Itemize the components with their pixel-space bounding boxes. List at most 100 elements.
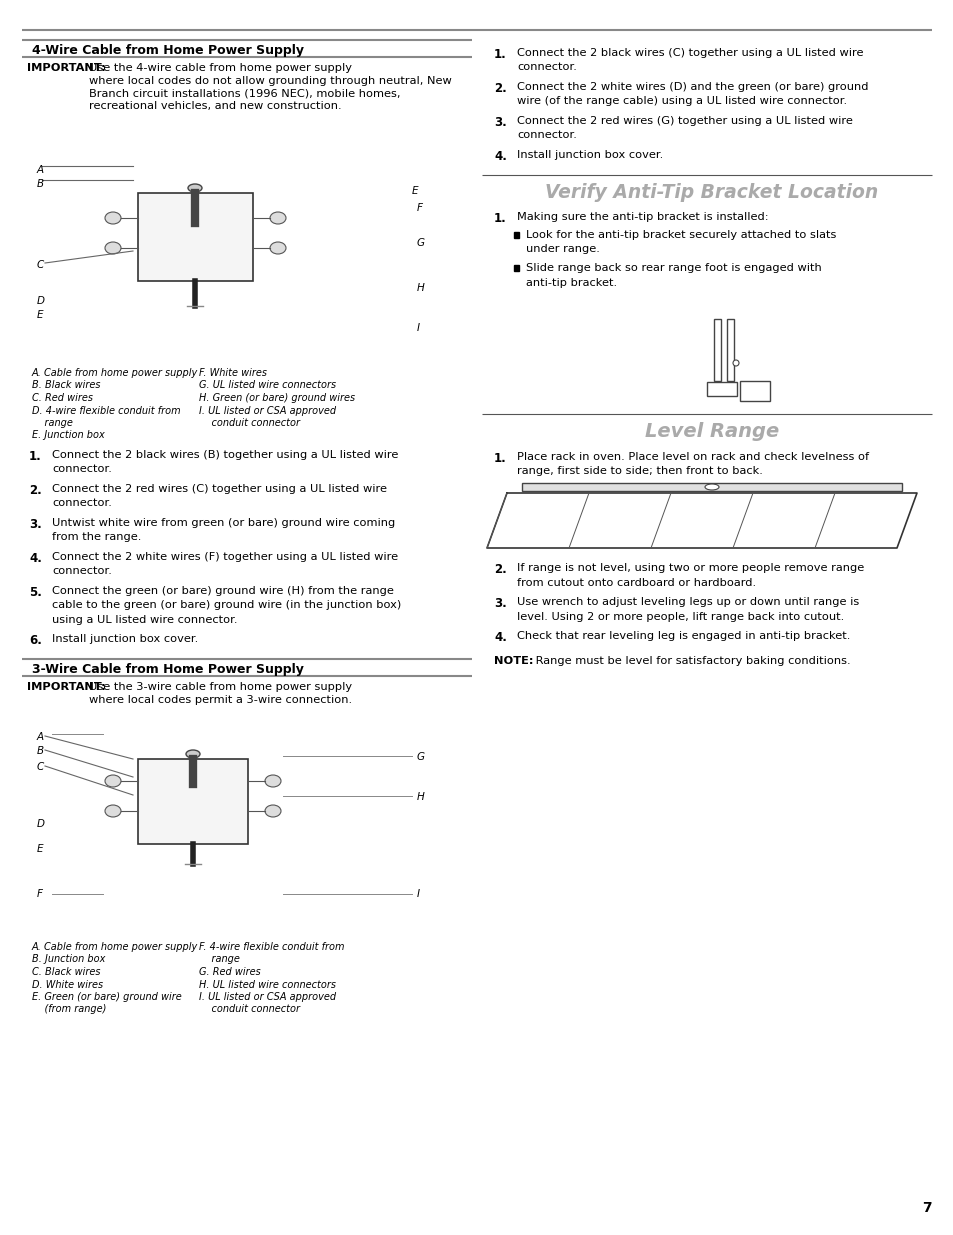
Text: 4.: 4. xyxy=(494,149,506,163)
Text: E: E xyxy=(37,310,44,320)
Text: Install junction box cover.: Install junction box cover. xyxy=(52,635,198,645)
Text: H: H xyxy=(416,283,424,293)
Ellipse shape xyxy=(270,212,286,224)
Text: connector.: connector. xyxy=(52,464,112,474)
Text: I: I xyxy=(416,889,419,899)
Text: Look for the anti-tip bracket securely attached to slats: Look for the anti-tip bracket securely a… xyxy=(525,230,836,240)
Text: F: F xyxy=(37,889,43,899)
Text: connector.: connector. xyxy=(52,499,112,509)
Ellipse shape xyxy=(704,484,719,490)
Text: E: E xyxy=(412,186,418,196)
Text: C: C xyxy=(37,762,44,772)
Text: E: E xyxy=(37,844,44,853)
Text: Connect the 2 white wires (D) and the green (or bare) ground: Connect the 2 white wires (D) and the gr… xyxy=(517,82,867,91)
Bar xyxy=(514,232,519,237)
Text: 4.: 4. xyxy=(29,552,42,564)
Text: 2.: 2. xyxy=(29,484,42,496)
Text: E. Junction box: E. Junction box xyxy=(32,431,105,441)
Text: G. Red wires: G. Red wires xyxy=(199,967,260,977)
Text: Connect the green (or bare) ground wire (H) from the range: Connect the green (or bare) ground wire … xyxy=(52,585,394,597)
Text: Place rack in oven. Place level on rack and check levelness of: Place rack in oven. Place level on rack … xyxy=(517,452,868,462)
Text: G. UL listed wire connectors: G. UL listed wire connectors xyxy=(199,380,335,390)
Bar xyxy=(514,266,519,270)
Text: Verify Anti-Tip Bracket Location: Verify Anti-Tip Bracket Location xyxy=(545,183,878,201)
Text: connector.: connector. xyxy=(517,63,577,73)
Text: Use the 3-wire cable from home power supply
where local codes permit a 3-wire co: Use the 3-wire cable from home power sup… xyxy=(89,682,352,705)
Text: H. UL listed wire connectors: H. UL listed wire connectors xyxy=(199,979,335,989)
Text: (from range): (from range) xyxy=(32,1004,107,1014)
Ellipse shape xyxy=(188,184,202,191)
Text: IMPORTANT:: IMPORTANT: xyxy=(27,682,106,692)
Text: D: D xyxy=(37,296,45,306)
Text: 7: 7 xyxy=(922,1200,931,1215)
FancyBboxPatch shape xyxy=(706,382,737,396)
Text: 4-Wire Cable from Home Power Supply: 4-Wire Cable from Home Power Supply xyxy=(32,44,304,57)
Text: 5.: 5. xyxy=(29,585,42,599)
Text: 6.: 6. xyxy=(29,635,42,647)
Text: cable to the green (or bare) ground wire (in the junction box): cable to the green (or bare) ground wire… xyxy=(52,600,401,610)
Text: 3.: 3. xyxy=(29,517,42,531)
FancyBboxPatch shape xyxy=(726,319,733,382)
Text: 3.: 3. xyxy=(494,116,506,128)
Text: connector.: connector. xyxy=(52,567,112,577)
FancyBboxPatch shape xyxy=(521,483,901,492)
Text: G: G xyxy=(416,238,424,248)
Text: 2.: 2. xyxy=(494,563,506,576)
Text: I. UL listed or CSA approved: I. UL listed or CSA approved xyxy=(199,405,335,415)
Text: Level Range: Level Range xyxy=(644,422,779,441)
Text: conduit connector: conduit connector xyxy=(199,417,299,429)
Text: under range.: under range. xyxy=(525,245,599,254)
Text: using a UL listed wire connector.: using a UL listed wire connector. xyxy=(52,615,237,625)
Text: A: A xyxy=(37,732,44,742)
Text: 1.: 1. xyxy=(494,452,506,466)
Text: 1.: 1. xyxy=(29,450,42,463)
Ellipse shape xyxy=(105,212,121,224)
Text: range: range xyxy=(199,955,239,965)
Text: Connect the 2 black wires (C) together using a UL listed wire: Connect the 2 black wires (C) together u… xyxy=(517,48,862,58)
Text: F. White wires: F. White wires xyxy=(199,368,267,378)
Text: D: D xyxy=(37,819,45,829)
Text: If range is not level, using two or more people remove range: If range is not level, using two or more… xyxy=(517,563,863,573)
Text: D. 4-wire flexible conduit from: D. 4-wire flexible conduit from xyxy=(32,405,180,415)
Text: A. Cable from home power supply: A. Cable from home power supply xyxy=(32,368,198,378)
Text: Range must be level for satisfactory baking conditions.: Range must be level for satisfactory bak… xyxy=(532,656,850,666)
Text: F: F xyxy=(416,203,422,212)
Text: 3-Wire Cable from Home Power Supply: 3-Wire Cable from Home Power Supply xyxy=(32,663,304,676)
Text: I: I xyxy=(416,324,419,333)
Ellipse shape xyxy=(105,805,121,818)
Ellipse shape xyxy=(732,359,739,366)
Text: level. Using 2 or more people, lift range back into cutout.: level. Using 2 or more people, lift rang… xyxy=(517,611,843,621)
Text: C. Black wires: C. Black wires xyxy=(32,967,100,977)
Text: NOTE:: NOTE: xyxy=(494,656,533,666)
Text: A: A xyxy=(37,165,44,175)
Ellipse shape xyxy=(105,242,121,254)
Text: B: B xyxy=(37,179,44,189)
Text: Check that rear leveling leg is engaged in anti-tip bracket.: Check that rear leveling leg is engaged … xyxy=(517,631,849,641)
Text: H. Green (or bare) ground wires: H. Green (or bare) ground wires xyxy=(199,393,355,403)
Text: 3.: 3. xyxy=(494,597,506,610)
Text: H: H xyxy=(416,792,424,802)
Text: Connect the 2 black wires (B) together using a UL listed wire: Connect the 2 black wires (B) together u… xyxy=(52,450,398,459)
Text: D. White wires: D. White wires xyxy=(32,979,103,989)
FancyBboxPatch shape xyxy=(138,193,253,282)
Text: B. Black wires: B. Black wires xyxy=(32,380,100,390)
Text: Install junction box cover.: Install junction box cover. xyxy=(517,149,662,161)
Text: C. Red wires: C. Red wires xyxy=(32,393,92,403)
Text: F. 4-wire flexible conduit from: F. 4-wire flexible conduit from xyxy=(199,942,344,952)
Text: B. Junction box: B. Junction box xyxy=(32,955,105,965)
Text: Slide range back so rear range foot is engaged with: Slide range back so rear range foot is e… xyxy=(525,263,821,273)
Text: wire (of the range cable) using a UL listed wire connector.: wire (of the range cable) using a UL lis… xyxy=(517,96,846,106)
Text: Making sure the anti-tip bracket is installed:: Making sure the anti-tip bracket is inst… xyxy=(517,212,768,222)
Text: conduit connector: conduit connector xyxy=(199,1004,299,1014)
Text: A. Cable from home power supply: A. Cable from home power supply xyxy=(32,942,198,952)
Text: 2.: 2. xyxy=(494,82,506,95)
Text: 4.: 4. xyxy=(494,631,506,643)
Text: anti-tip bracket.: anti-tip bracket. xyxy=(525,278,617,288)
Text: Connect the 2 red wires (C) together using a UL listed wire: Connect the 2 red wires (C) together usi… xyxy=(52,484,387,494)
Text: 1.: 1. xyxy=(494,212,506,226)
Ellipse shape xyxy=(186,750,200,758)
Text: Connect the 2 red wires (G) together using a UL listed wire: Connect the 2 red wires (G) together usi… xyxy=(517,116,852,126)
FancyBboxPatch shape xyxy=(713,319,720,382)
Text: 1.: 1. xyxy=(494,48,506,61)
Text: from cutout onto cardboard or hardboard.: from cutout onto cardboard or hardboard. xyxy=(517,578,756,588)
